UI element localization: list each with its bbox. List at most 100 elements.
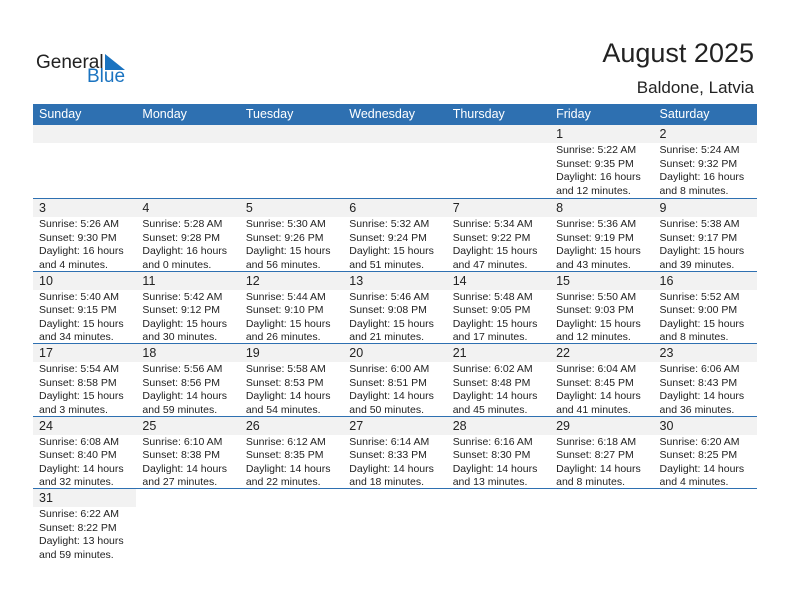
sunrise-text: Sunrise: 6:18 AM	[556, 435, 637, 448]
day-info: Sunrise: 5:54 AM Sunset: 8:58 PM Daylight:…	[33, 362, 136, 417]
daylight-text: Daylight: 14 hours	[39, 462, 124, 475]
day-info: Sunrise: 6:06 AM Sunset: 8:43 PM Daylight:…	[654, 362, 757, 417]
weekday-friday: Friday	[556, 107, 591, 121]
sunset-text: Sunset: 9:12 PM	[142, 304, 221, 316]
page-title: August 2025	[602, 38, 754, 68]
sunrise-text: Sunrise: 5:38 AM	[659, 218, 740, 230]
sunset-text: Sunset: 9:32 PM	[659, 157, 738, 170]
daylight-minutes-text: and 8 minutes.	[556, 476, 625, 488]
day-info: Sunrise: 5:24 AM Sunset: 9:32 PM Daylight:…	[654, 143, 757, 198]
day-number: 18	[136, 344, 240, 362]
sunrise-text: Sunrise: 6:02 AM	[452, 363, 533, 375]
daylight-minutes-text: and 51 minutes.	[349, 258, 424, 271]
day-number: 16	[653, 271, 757, 290]
daylight-minutes-text: and 0 minutes.	[142, 258, 212, 271]
day-info: Sunrise: 6:00 AM Sunset: 8:51 PM Daylight:…	[343, 362, 446, 417]
day-cell: 4 Sunrise: 5:28 AM Sunset: 9:28 PM Daylight…	[136, 199, 240, 272]
sunset-text: Sunset: 9:15 PM	[39, 304, 117, 316]
day-number: 24	[33, 416, 137, 435]
day-cell: 22 Sunrise: 6:04 AM Sunset: 8:45 PM Dayligh…	[550, 344, 654, 416]
daylight-minutes-text: and 12 minutes.	[556, 331, 631, 343]
week-row: 17 Sunrise: 5:54 AM Sunset: 8:58 PM Dayligh…	[33, 343, 757, 416]
day-info: Sunrise: 6:14 AM Sunset: 8:33 PM Daylight:…	[343, 435, 446, 490]
sunset-text: Sunset: 8:38 PM	[142, 449, 221, 461]
daylight-text: Daylight: 15 hours	[39, 317, 124, 330]
daylight-minutes-text: and 8 minutes.	[659, 184, 729, 197]
logo-text-blue: Blue	[87, 66, 126, 87]
day-info: Sunrise: 5:52 AM Sunset: 9:00 PM Daylight:…	[654, 290, 757, 345]
daylight-text: Daylight: 15 hours	[39, 390, 124, 402]
daylight-text: Daylight: 16 hours	[142, 245, 228, 257]
daylight-text: Daylight: 14 hours	[142, 462, 228, 475]
sunset-text: Sunset: 9:26 PM	[245, 231, 324, 244]
sunrise-text: Sunrise: 6:22 AM	[39, 508, 119, 520]
day-cell: 18 Sunrise: 5:56 AM Sunset: 8:56 PM Dayligh…	[136, 344, 240, 416]
daylight-text: Daylight: 16 hours	[556, 171, 641, 183]
day-info: Sunrise: 6:22 AM Sunset: 8:22 PM Daylight:…	[33, 507, 136, 562]
sunrise-text: Sunrise: 5:28 AM	[142, 218, 223, 230]
sunrise-text: Sunrise: 5:50 AM	[556, 290, 637, 303]
empty-cell	[654, 489, 757, 561]
location: Baldone, Latvia	[636, 78, 754, 97]
daylight-minutes-text: and 12 minutes.	[556, 184, 631, 197]
sunrise-text: Sunrise: 6:10 AM	[142, 435, 223, 448]
day-number: 12	[239, 271, 344, 290]
daylight-minutes-text: and 36 minutes.	[659, 403, 735, 416]
day-cell: 11 Sunrise: 5:42 AM Sunset: 9:12 PM Dayligh…	[136, 271, 240, 345]
day-cell: 6 Sunrise: 5:32 AM Sunset: 9:24 PM Daylight…	[343, 199, 447, 271]
day-info: Sunrise: 5:42 AM Sunset: 9:12 PM Daylight:…	[136, 290, 239, 345]
sunrise-text: Sunrise: 6:00 AM	[349, 363, 430, 375]
sunset-text: Sunset: 8:40 PM	[39, 449, 117, 461]
day-number: 25	[136, 416, 240, 435]
day-info: Sunrise: 5:26 AM Sunset: 9:30 PM Daylight:…	[33, 217, 136, 272]
sunset-text: Sunset: 8:53 PM	[245, 376, 324, 389]
sunset-text: Sunset: 9:17 PM	[659, 231, 738, 244]
day-cell: 30 Sunrise: 6:20 AM Sunset: 8:25 PM Dayligh…	[653, 416, 757, 488]
daylight-text: Daylight: 14 hours	[452, 462, 538, 475]
empty-day-band	[239, 125, 344, 143]
day-cell: 20 Sunrise: 6:00 AM Sunset: 8:51 PM Dayligh…	[343, 344, 447, 417]
day-number: 29	[550, 416, 654, 435]
day-number: 21	[446, 344, 551, 362]
day-cell: 26 Sunrise: 6:12 AM Sunset: 8:35 PM Dayligh…	[239, 416, 344, 488]
weekday-wednesday: Wednesday	[349, 107, 416, 121]
sunrise-text: Sunrise: 6:08 AM	[39, 435, 119, 448]
day-info: Sunrise: 5:28 AM Sunset: 9:28 PM Daylight:…	[136, 217, 239, 272]
day-cell: 25 Sunrise: 6:10 AM Sunset: 8:38 PM Dayligh…	[136, 416, 240, 488]
day-cell: 28 Sunrise: 6:16 AM Sunset: 8:30 PM Dayligh…	[446, 416, 551, 490]
day-info: Sunrise: 6:16 AM Sunset: 8:30 PM Daylight:…	[447, 435, 550, 490]
daylight-text: Daylight: 15 hours	[556, 245, 641, 257]
sunset-text: Sunset: 8:56 PM	[142, 376, 221, 389]
daylight-text: Daylight: 14 hours	[349, 462, 434, 475]
empty-cell	[240, 489, 343, 561]
day-info: Sunrise: 5:58 AM Sunset: 8:53 PM Daylight:…	[240, 362, 343, 417]
empty-cell	[239, 125, 344, 198]
day-number: 23	[653, 344, 757, 362]
daylight-minutes-text: and 21 minutes.	[349, 331, 424, 343]
sunrise-text: Sunrise: 6:14 AM	[349, 435, 430, 448]
daylight-minutes-text: and 3 minutes.	[39, 403, 108, 416]
sunrise-text: Sunrise: 5:48 AM	[452, 290, 533, 303]
daylight-minutes-text: and 27 minutes.	[142, 476, 218, 488]
calendar-grid: 1 Sunrise: 5:22 AM Sunset: 9:35 PM Daylight…	[33, 125, 757, 561]
day-number: 22	[550, 344, 654, 362]
day-cell: 14 Sunrise: 5:48 AM Sunset: 9:05 PM Dayligh…	[446, 271, 551, 345]
day-info: Sunrise: 6:18 AM Sunset: 8:27 PM Daylight:…	[550, 435, 653, 490]
day-info: Sunrise: 5:48 AM Sunset: 9:05 PM Daylight:…	[447, 290, 550, 345]
sunrise-text: Sunrise: 5:32 AM	[349, 218, 430, 230]
day-cell: 12 Sunrise: 5:44 AM Sunset: 9:10 PM Dayligh…	[239, 271, 344, 343]
sunrise-text: Sunrise: 6:04 AM	[556, 363, 637, 375]
daylight-text: Daylight: 15 hours	[659, 245, 745, 257]
empty-day-band	[33, 125, 137, 143]
weekday-header: Sunday Monday Tuesday Wednesday Thursday Frid…	[33, 104, 757, 125]
week-row: 10 Sunrise: 5:40 AM Sunset: 9:15 PM Dayligh…	[33, 270, 757, 345]
daylight-minutes-text: and 13 minutes.	[452, 476, 528, 488]
daylight-minutes-text: and 4 minutes.	[39, 258, 108, 271]
weekday-sunday: Sunday	[39, 107, 82, 121]
daylight-text: Daylight: 15 hours	[659, 317, 745, 330]
day-number: 19	[239, 344, 344, 362]
day-number: 14	[446, 271, 551, 290]
day-info: Sunrise: 5:34 AM Sunset: 9:22 PM Daylight:…	[447, 217, 550, 272]
day-cell: 7 Sunrise: 5:34 AM Sunset: 9:22 PM Daylight…	[446, 199, 551, 272]
day-info: Sunrise: 6:02 AM Sunset: 8:48 PM Daylight:…	[447, 362, 550, 417]
